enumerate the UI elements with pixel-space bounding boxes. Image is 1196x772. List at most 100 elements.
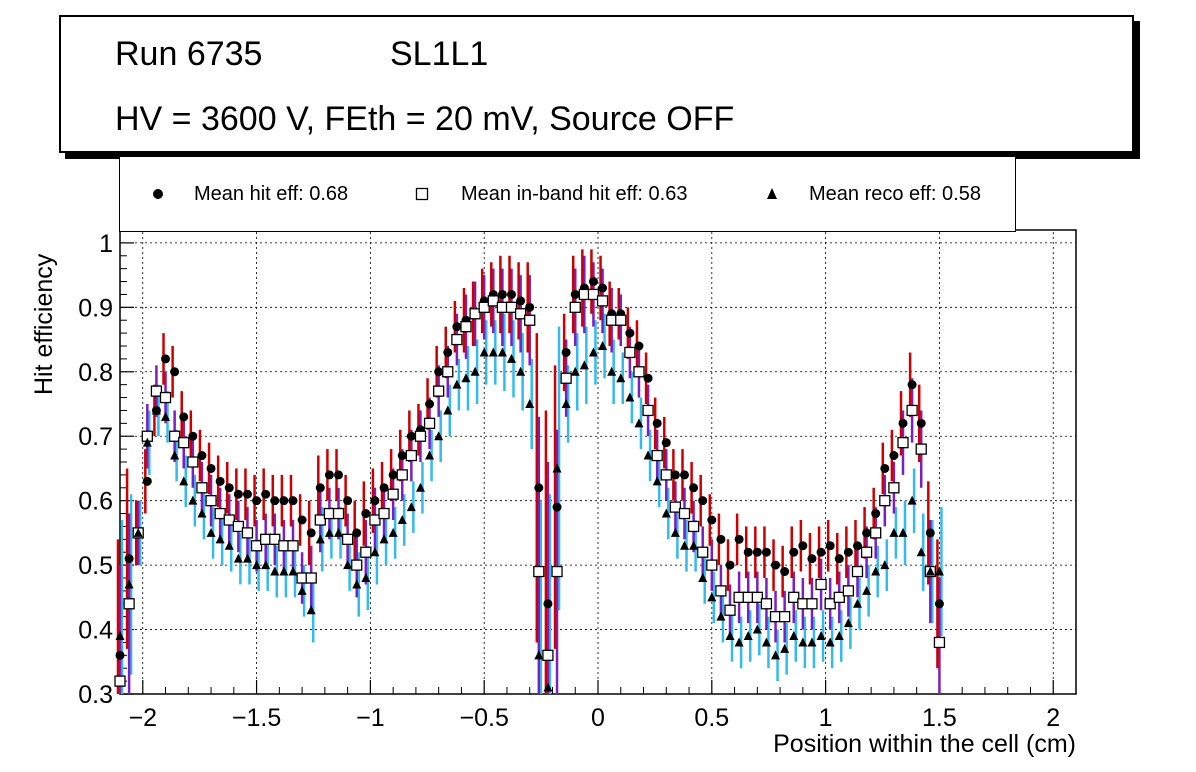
point-inband xyxy=(915,443,927,455)
point-hit xyxy=(525,302,535,312)
point-reco xyxy=(361,573,371,582)
point-reco xyxy=(916,547,926,557)
point-hit xyxy=(825,541,835,551)
point-inband xyxy=(232,520,245,533)
point-reco xyxy=(370,547,380,557)
point-reco xyxy=(834,631,844,640)
point-hit xyxy=(916,418,926,428)
point-hit xyxy=(497,289,507,299)
point-hit xyxy=(443,347,453,357)
point-hit xyxy=(561,347,571,357)
point-inband xyxy=(806,598,818,610)
point-hit xyxy=(425,399,435,409)
point-reco xyxy=(925,566,935,576)
point-inband xyxy=(487,295,499,307)
point-hit xyxy=(698,496,708,506)
x-tick-label: −1 xyxy=(356,704,385,732)
point-hit xyxy=(689,483,699,493)
conditions-label: HV = 3600 V, FEth = 20 mV, Source OFF xyxy=(115,100,735,138)
point-inband xyxy=(587,288,600,301)
point-reco xyxy=(579,360,589,370)
point-hit xyxy=(707,515,717,525)
point-reco xyxy=(425,450,435,460)
point-reco xyxy=(543,682,553,692)
point-hit xyxy=(716,534,726,544)
point-hit xyxy=(552,502,562,512)
point-inband xyxy=(405,449,418,462)
point-hit xyxy=(679,470,689,480)
point-hit xyxy=(652,418,662,428)
point-reco xyxy=(616,373,626,383)
point-hit xyxy=(898,418,908,428)
point-inband xyxy=(123,598,135,610)
point-reco xyxy=(142,437,152,447)
point-reco xyxy=(816,631,826,640)
point-hit xyxy=(570,289,580,299)
point-hit xyxy=(297,515,307,525)
title-box: Run 6735 SL1L1 HV = 3600 V, FEth = 20 mV… xyxy=(59,15,1134,153)
point-hit xyxy=(315,483,325,493)
legend-label-hit: Mean hit eff: 0.68 xyxy=(194,183,349,205)
point-inband xyxy=(933,636,946,649)
point-reco xyxy=(297,585,307,595)
point-reco xyxy=(862,585,872,595)
point-reco xyxy=(871,566,881,576)
point-inband xyxy=(442,366,454,378)
point-reco xyxy=(643,450,653,460)
point-hit xyxy=(352,528,362,538)
point-reco xyxy=(470,366,480,376)
point-inband xyxy=(187,456,199,468)
point-hit xyxy=(324,470,334,480)
legend-label-reco: Mean reco eff: 0.58 xyxy=(809,183,981,205)
point-reco xyxy=(552,463,562,473)
point-reco xyxy=(242,553,252,563)
point-inband xyxy=(150,385,163,397)
point-hit xyxy=(215,476,225,486)
point-reco xyxy=(379,534,389,544)
point-hit xyxy=(880,463,890,473)
point-hit xyxy=(252,496,262,506)
point-hit xyxy=(588,277,598,287)
point-inband xyxy=(205,495,217,507)
point-reco xyxy=(534,650,544,660)
run-label: Run 6735 xyxy=(115,35,263,73)
point-reco xyxy=(388,527,398,537)
point-hit xyxy=(115,650,125,660)
point-reco xyxy=(261,560,271,570)
point-reco xyxy=(197,508,207,518)
point-inband xyxy=(824,598,836,610)
point-reco xyxy=(707,592,717,602)
tick-labels: −2 −1.5 −1 −0.5 0 0.5 1 1.5 2 0.3 0.4 0.5 0.6 0.7 0.8 0… xyxy=(78,230,1060,732)
point-reco xyxy=(652,476,662,486)
point-inband xyxy=(660,469,672,481)
legend-marker-triangle xyxy=(767,188,777,199)
point-inband xyxy=(378,507,390,520)
point-hit xyxy=(743,547,753,557)
point-inband xyxy=(687,520,700,533)
point-reco xyxy=(188,495,198,505)
point-reco xyxy=(852,598,862,608)
point-hit xyxy=(179,412,189,422)
legend-marker-square xyxy=(415,187,429,201)
point-hit xyxy=(925,528,935,538)
point-hit xyxy=(406,431,416,441)
point-hit xyxy=(361,509,371,519)
point-hit xyxy=(434,367,444,377)
point-reco xyxy=(561,399,571,408)
point-hit xyxy=(279,496,289,506)
point-reco xyxy=(224,540,234,550)
point-reco xyxy=(780,643,790,653)
y-axis-label: Hit efficiency xyxy=(30,253,58,395)
point-inband xyxy=(615,314,627,326)
point-reco xyxy=(880,560,890,570)
point-inband xyxy=(505,301,518,313)
point-inband xyxy=(387,488,399,500)
point-inband xyxy=(669,501,682,513)
point-hit xyxy=(907,380,917,390)
point-hit xyxy=(780,567,790,577)
point-hit xyxy=(334,470,344,480)
y-tick-label: 0.7 xyxy=(78,423,113,451)
point-reco xyxy=(807,637,817,647)
point-hit xyxy=(871,509,881,519)
point-hit xyxy=(242,489,252,499)
